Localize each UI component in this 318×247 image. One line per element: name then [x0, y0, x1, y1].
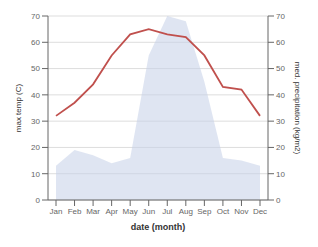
svg-text:Aug: Aug — [179, 207, 193, 216]
svg-text:max temp (C): max temp (C) — [14, 83, 23, 132]
svg-text:20: 20 — [276, 143, 285, 152]
svg-text:Jul: Jul — [162, 207, 172, 216]
svg-text:Jan: Jan — [50, 207, 63, 216]
svg-text:Apr: Apr — [105, 207, 118, 216]
svg-text:30: 30 — [31, 117, 40, 126]
svg-text:40: 40 — [31, 91, 40, 100]
svg-text:Jun: Jun — [142, 207, 155, 216]
svg-text:med. precipitation (kg/m2): med. precipitation (kg/m2) — [293, 62, 302, 155]
svg-text:30: 30 — [276, 117, 285, 126]
svg-text:60: 60 — [276, 38, 285, 47]
svg-text:40: 40 — [276, 91, 285, 100]
svg-text:10: 10 — [276, 170, 285, 179]
svg-text:Oct: Oct — [217, 207, 230, 216]
svg-text:10: 10 — [31, 170, 40, 179]
svg-text:Dec: Dec — [253, 207, 267, 216]
svg-text:60: 60 — [31, 38, 40, 47]
svg-text:Mar: Mar — [86, 207, 100, 216]
svg-text:Feb: Feb — [68, 207, 82, 216]
svg-text:50: 50 — [31, 64, 40, 73]
svg-text:0: 0 — [276, 196, 281, 205]
svg-text:20: 20 — [31, 143, 40, 152]
svg-text:Sep: Sep — [197, 207, 212, 216]
svg-text:70: 70 — [276, 12, 285, 21]
svg-text:70: 70 — [31, 12, 40, 21]
svg-text:date (month): date (month) — [131, 222, 186, 232]
svg-text:50: 50 — [276, 64, 285, 73]
svg-text:May: May — [123, 207, 138, 216]
svg-text:0: 0 — [36, 196, 41, 205]
svg-text:Nov: Nov — [234, 207, 248, 216]
